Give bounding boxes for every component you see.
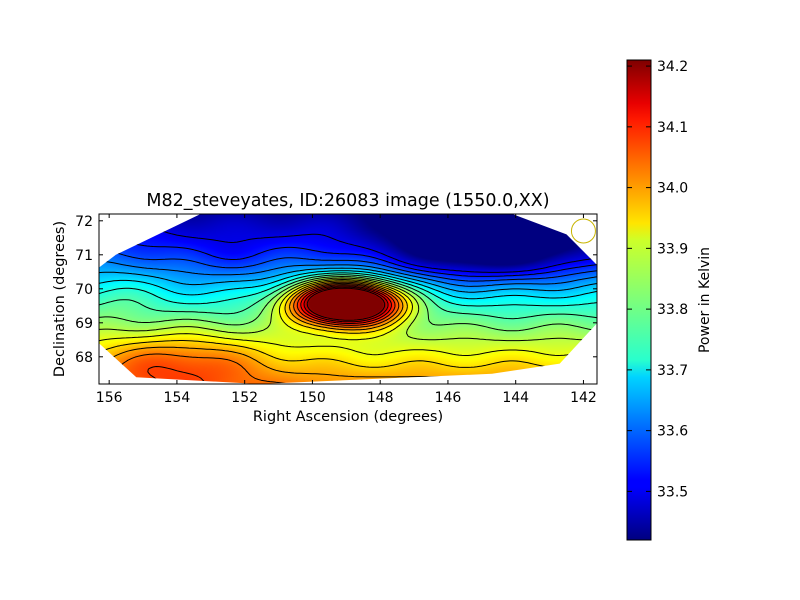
x-axis-label: Right Ascension (degrees): [253, 409, 443, 425]
colorbar-ticks: 33.5 33.6 33.7 33.8 33.9 34.0 34.1 34.2: [627, 59, 688, 500]
y-tick-label: 68: [75, 350, 93, 366]
x-tick-label: 150: [299, 390, 326, 406]
x-tick-label: 142: [570, 390, 597, 406]
y-axis-label: Declination (degrees): [52, 221, 68, 377]
colorbar: [626, 59, 652, 541]
x-tick-label: 152: [231, 390, 258, 406]
contour-level: [98, 270, 597, 300]
contour-level: [98, 277, 598, 342]
y-tick-label: 70: [75, 282, 93, 298]
colorbar-tick-label: 34.2: [657, 59, 688, 75]
y-axis-ticks: 68 69 70 71 72: [75, 214, 597, 366]
y-tick-label: 71: [75, 248, 93, 264]
x-tick-label: 154: [164, 390, 191, 406]
chart-title: M82_steveyates, ID:26083 image (1550.0,X…: [146, 191, 549, 211]
beam-circle: [570, 218, 596, 244]
colorbar-tick-label: 33.9: [657, 241, 688, 257]
contour-level: [98, 274, 598, 320]
contour-level: [147, 284, 396, 384]
x-tick-label: 144: [502, 390, 529, 406]
contour-level: [306, 287, 386, 321]
colorbar-tick-label: 34.0: [657, 181, 688, 197]
contour-level: [300, 285, 392, 324]
contour-level: [303, 286, 389, 323]
contour-level: [98, 279, 598, 356]
colorbar-tick-label: 33.5: [657, 484, 688, 500]
y-tick-label: 69: [75, 316, 93, 332]
x-tick-label: 156: [96, 390, 123, 406]
contour-level: [98, 282, 400, 384]
colorbar-label: Power in Kelvin: [697, 247, 713, 353]
contour-level: [98, 267, 598, 293]
colorbar-tick-label: 33.8: [657, 302, 688, 318]
colorbar-tick-label: 34.1: [657, 120, 688, 136]
plot-frame: [98, 213, 598, 385]
x-axis-ticks: 156 154 152 150 148 146 144 142: [96, 214, 597, 406]
x-tick-label: 146: [435, 390, 462, 406]
y-tick-label: 72: [75, 214, 93, 230]
x-tick-label: 148: [367, 390, 394, 406]
contour-level: [98, 276, 598, 332]
colorbar-tick-label: 33.6: [657, 424, 688, 440]
contour-level: [98, 272, 598, 307]
colorbar-tick-label: 33.7: [657, 363, 688, 379]
heatmap-image: [99, 214, 597, 384]
